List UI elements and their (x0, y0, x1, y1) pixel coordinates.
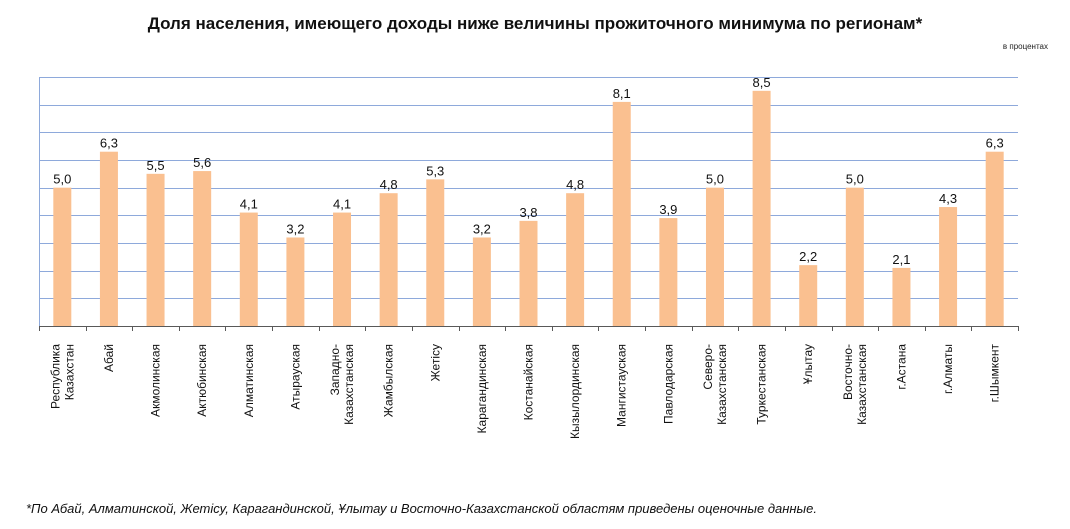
category-label: Актюбинская (195, 344, 209, 417)
chart-title: Доля населения, имеющего доходы ниже вел… (147, 14, 923, 33)
category-label: Павлодарская (661, 344, 675, 424)
category-label-line: Казахстанская (342, 344, 356, 425)
category-label-line: Западно- (328, 344, 342, 395)
category-label-line: Акмолинская (149, 344, 163, 417)
category-label: РеспубликаКазахстан (48, 344, 76, 409)
data-label: 8,5 (753, 75, 771, 90)
data-label: 6,3 (986, 136, 1004, 151)
footnote: *По Абай, Алматинской, Жетісу, Караганди… (26, 501, 817, 516)
category-label-line: Актюбинская (195, 344, 209, 417)
data-label: 6,3 (100, 136, 118, 151)
data-label: 2,2 (799, 249, 817, 264)
data-label: 3,9 (659, 202, 677, 217)
category-label-line: Атырауская (288, 344, 302, 410)
bars (53, 90, 1004, 327)
data-label: 4,8 (566, 177, 584, 192)
bar (99, 151, 118, 326)
category-label-line: Казахстанская (715, 344, 729, 425)
category-label: Атырауская (288, 344, 302, 410)
category-label-line: Казахстан (62, 344, 76, 400)
data-label: 3,2 (286, 221, 304, 236)
category-label-line: Карагандинская (475, 344, 489, 433)
category-label: Жетісу (428, 344, 442, 381)
x-axis (39, 326, 1019, 331)
data-label: 4,8 (380, 177, 398, 192)
category-label-line: Туркестанская (755, 344, 769, 425)
bar (379, 193, 398, 326)
category-label-line: Северо- (701, 344, 715, 390)
category-label-line: Жамбылская (382, 344, 396, 417)
bar (193, 171, 212, 326)
data-label: 5,0 (846, 172, 864, 187)
category-label-line: Ұлытау (801, 344, 815, 384)
category-label-line: Кызылординская (568, 344, 582, 439)
data-label: 5,0 (53, 172, 71, 187)
category-label-line: Республика (48, 344, 62, 409)
bar (845, 187, 864, 326)
category-label: Карагандинская (475, 344, 489, 433)
category-label: г.Алматы (941, 344, 955, 394)
bar (472, 237, 491, 326)
data-label: 5,5 (147, 158, 165, 173)
bar (752, 90, 771, 326)
bar (53, 187, 72, 326)
data-label: 5,6 (193, 155, 211, 170)
category-label: Жамбылская (382, 344, 396, 417)
bar (939, 207, 958, 326)
category-label-line: г.Алматы (941, 344, 955, 394)
data-label: 3,2 (473, 221, 491, 236)
data-label: 8,1 (613, 86, 631, 101)
category-label: Северо-Казахстанская (701, 344, 729, 425)
data-label: 2,1 (892, 252, 910, 267)
bar (612, 101, 631, 327)
bar (892, 267, 911, 326)
category-label: г.Шымкент (988, 344, 1002, 403)
bar (519, 220, 538, 326)
data-label: 3,8 (519, 205, 537, 220)
category-label-line: Мангистауская (615, 344, 629, 427)
category-label-line: Алматинская (242, 344, 256, 417)
data-label: 4,1 (333, 197, 351, 212)
bar (426, 179, 445, 326)
bar (799, 265, 818, 326)
bar (239, 212, 258, 326)
bar (286, 237, 305, 326)
category-label-line: г.Шымкент (988, 344, 1002, 403)
category-labels: РеспубликаКазахстан Абай Акмолинская Актюби… (48, 344, 1001, 439)
category-label: Костанайская (522, 344, 536, 420)
category-label: Ұлытау (801, 344, 815, 384)
category-label-line: г.Астана (894, 344, 908, 390)
category-label-line: Восточно- (841, 344, 855, 400)
bar (659, 218, 678, 326)
category-label-line: Казахстанская (855, 344, 869, 425)
category-label: Восточно-Казахстанская (841, 344, 869, 425)
category-label: г.Астана (894, 344, 908, 390)
bar (566, 193, 585, 326)
bar (333, 212, 352, 326)
data-label: 4,1 (240, 197, 258, 212)
category-label: Мангистауская (615, 344, 629, 427)
data-labels: 5,0 6,3 5,5 5,6 4,1 3,2 4,1 4,8 5,3 3,2 3,8 4,8 8,1 3… (53, 75, 1003, 267)
bar (985, 151, 1004, 326)
units-note: в процентах (1002, 42, 1048, 51)
data-label: 5,3 (426, 163, 444, 178)
category-label-line: Павлодарская (661, 344, 675, 424)
data-label: 5,0 (706, 172, 724, 187)
category-label: Акмолинская (149, 344, 163, 417)
category-label: Алматинская (242, 344, 256, 417)
category-label: Кызылординская (568, 344, 582, 439)
category-label: Абай (102, 344, 116, 372)
category-label-line: Абай (102, 344, 116, 372)
category-label-line: Костанайская (522, 344, 536, 420)
category-label: Туркестанская (755, 344, 769, 425)
data-label: 4,3 (939, 191, 957, 206)
category-label: Западно-Казахстанская (328, 344, 356, 425)
bar (705, 187, 724, 326)
category-label-line: Жетісу (428, 344, 442, 381)
bar (146, 173, 165, 326)
